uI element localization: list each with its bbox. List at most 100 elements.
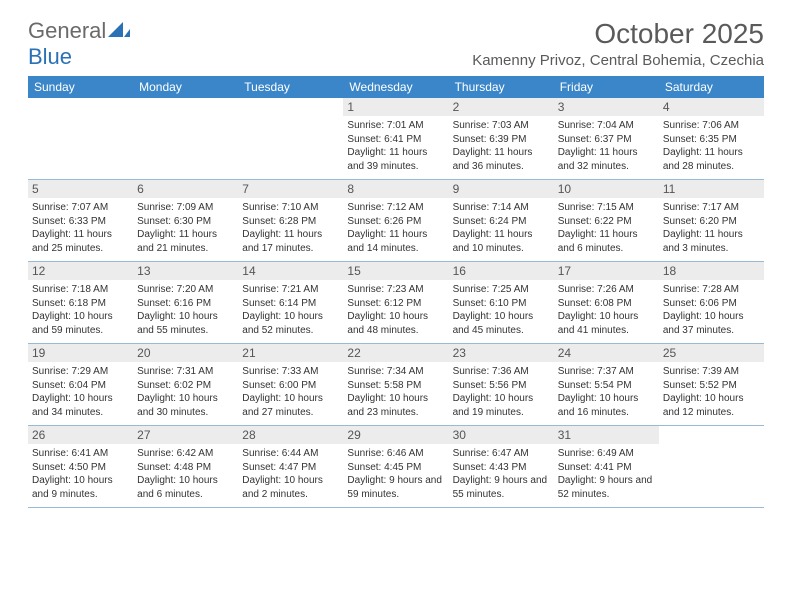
daylight-text: Daylight: 11 hours and 21 minutes.: [137, 228, 234, 255]
day-number: 18: [659, 262, 764, 280]
sunrise-text: Sunrise: 7:15 AM: [558, 201, 655, 215]
sunrise-text: Sunrise: 7:29 AM: [32, 365, 129, 379]
sunset-text: Sunset: 5:52 PM: [663, 379, 760, 393]
day-info: Sunrise: 7:07 AMSunset: 6:33 PMDaylight:…: [32, 201, 129, 255]
sunset-text: Sunset: 6:28 PM: [242, 215, 339, 229]
day-number: 2: [449, 98, 554, 116]
day-cell: .: [659, 426, 764, 507]
day-number: 31: [554, 426, 659, 444]
day-number: 23: [449, 344, 554, 362]
day-cell: 26Sunrise: 6:41 AMSunset: 4:50 PMDayligh…: [28, 426, 133, 507]
sunrise-text: Sunrise: 7:09 AM: [137, 201, 234, 215]
sunset-text: Sunset: 5:56 PM: [453, 379, 550, 393]
daylight-text: Daylight: 10 hours and 27 minutes.: [242, 392, 339, 419]
day-cell: 15Sunrise: 7:23 AMSunset: 6:12 PMDayligh…: [343, 262, 448, 343]
daylight-text: Daylight: 10 hours and 12 minutes.: [663, 392, 760, 419]
sunrise-text: Sunrise: 7:37 AM: [558, 365, 655, 379]
day-info: Sunrise: 7:14 AMSunset: 6:24 PMDaylight:…: [453, 201, 550, 255]
week-row: 12Sunrise: 7:18 AMSunset: 6:18 PMDayligh…: [28, 262, 764, 344]
sunrise-text: Sunrise: 7:03 AM: [453, 119, 550, 133]
day-number: 29: [343, 426, 448, 444]
daylight-text: Daylight: 10 hours and 34 minutes.: [32, 392, 129, 419]
sunset-text: Sunset: 4:50 PM: [32, 461, 129, 475]
day-cell: 11Sunrise: 7:17 AMSunset: 6:20 PMDayligh…: [659, 180, 764, 261]
daylight-text: Daylight: 10 hours and 16 minutes.: [558, 392, 655, 419]
day-cell: 17Sunrise: 7:26 AMSunset: 6:08 PMDayligh…: [554, 262, 659, 343]
day-info: Sunrise: 7:23 AMSunset: 6:12 PMDaylight:…: [347, 283, 444, 337]
daylight-text: Daylight: 11 hours and 17 minutes.: [242, 228, 339, 255]
sunrise-text: Sunrise: 7:26 AM: [558, 283, 655, 297]
day-number: 10: [554, 180, 659, 198]
sunset-text: Sunset: 6:18 PM: [32, 297, 129, 311]
day-number: 28: [238, 426, 343, 444]
day-cell: 5Sunrise: 7:07 AMSunset: 6:33 PMDaylight…: [28, 180, 133, 261]
day-number: 24: [554, 344, 659, 362]
day-number: 13: [133, 262, 238, 280]
daylight-text: Daylight: 11 hours and 25 minutes.: [32, 228, 129, 255]
day-cell: 7Sunrise: 7:10 AMSunset: 6:28 PMDaylight…: [238, 180, 343, 261]
daylight-text: Daylight: 10 hours and 55 minutes.: [137, 310, 234, 337]
day-cell: 4Sunrise: 7:06 AMSunset: 6:35 PMDaylight…: [659, 98, 764, 179]
brand-logo: General Blue: [28, 18, 130, 70]
day-cell: 6 Sunrise: 7:09 AMSunset: 6:30 PMDaylight…: [133, 180, 238, 261]
day-info: Sunrise: 7:17 AMSunset: 6:20 PMDaylight:…: [663, 201, 760, 255]
daylight-text: Daylight: 11 hours and 10 minutes.: [453, 228, 550, 255]
day-number: 25: [659, 344, 764, 362]
sunset-text: Sunset: 6:00 PM: [242, 379, 339, 393]
day-info: Sunrise: 6:46 AMSunset: 4:45 PMDaylight:…: [347, 447, 444, 501]
day-number: 22: [343, 344, 448, 362]
day-info: Sunrise: 7:26 AMSunset: 6:08 PMDaylight:…: [558, 283, 655, 337]
sunrise-text: Sunrise: 7:25 AM: [453, 283, 550, 297]
day-cell: 13Sunrise: 7:20 AMSunset: 6:16 PMDayligh…: [133, 262, 238, 343]
weekday-header: Friday: [554, 76, 659, 98]
day-number: 16: [449, 262, 554, 280]
day-info: Sunrise: 7:28 AMSunset: 6:06 PMDaylight:…: [663, 283, 760, 337]
daylight-text: Daylight: 10 hours and 41 minutes.: [558, 310, 655, 337]
sunset-text: Sunset: 4:43 PM: [453, 461, 550, 475]
week-row: 19Sunrise: 7:29 AMSunset: 6:04 PMDayligh…: [28, 344, 764, 426]
sunset-text: Sunset: 6:37 PM: [558, 133, 655, 147]
day-info: Sunrise: 7:06 AMSunset: 6:35 PMDaylight:…: [663, 119, 760, 173]
sunset-text: Sunset: 6:39 PM: [453, 133, 550, 147]
weekday-header: Tuesday: [238, 76, 343, 98]
sunrise-text: Sunrise: 7:12 AM: [347, 201, 444, 215]
sunrise-text: Sunrise: 7:04 AM: [558, 119, 655, 133]
daylight-text: Daylight: 10 hours and 2 minutes.: [242, 474, 339, 501]
day-info: Sunrise: 7:21 AMSunset: 6:14 PMDaylight:…: [242, 283, 339, 337]
sunset-text: Sunset: 6:22 PM: [558, 215, 655, 229]
sunrise-text: Sunrise: 7:14 AM: [453, 201, 550, 215]
daylight-text: Daylight: 11 hours and 3 minutes.: [663, 228, 760, 255]
day-number: 8: [343, 180, 448, 198]
day-info: Sunrise: 7:33 AMSunset: 6:00 PMDaylight:…: [242, 365, 339, 419]
sunset-text: Sunset: 6:30 PM: [137, 215, 234, 229]
day-cell: 21 Sunrise: 7:33 AMSunset: 6:00 PMDayligh…: [238, 344, 343, 425]
daylight-text: Daylight: 11 hours and 6 minutes.: [558, 228, 655, 255]
day-number: 7: [238, 180, 343, 198]
sunrise-text: Sunrise: 6:42 AM: [137, 447, 234, 461]
day-info: Sunrise: 7:18 AMSunset: 6:18 PMDaylight:…: [32, 283, 129, 337]
day-cell: 23Sunrise: 7:36 AMSunset: 5:56 PMDayligh…: [449, 344, 554, 425]
logo-text-blue: Blue: [28, 44, 72, 69]
daylight-text: Daylight: 10 hours and 52 minutes.: [242, 310, 339, 337]
day-number: 14: [238, 262, 343, 280]
day-number: 21: [238, 344, 343, 362]
daylight-text: Daylight: 10 hours and 6 minutes.: [137, 474, 234, 501]
weekday-header: Saturday: [659, 76, 764, 98]
sunset-text: Sunset: 4:47 PM: [242, 461, 339, 475]
day-cell: 25Sunrise: 7:39 AMSunset: 5:52 PMDayligh…: [659, 344, 764, 425]
day-number: 6: [133, 180, 238, 198]
sunrise-text: Sunrise: 7:20 AM: [137, 283, 234, 297]
sunset-text: Sunset: 4:41 PM: [558, 461, 655, 475]
daylight-text: Daylight: 11 hours and 39 minutes.: [347, 146, 444, 173]
sunset-text: Sunset: 4:45 PM: [347, 461, 444, 475]
sunset-text: Sunset: 5:58 PM: [347, 379, 444, 393]
day-cell: 18 Sunrise: 7:28 AMSunset: 6:06 PMDayligh…: [659, 262, 764, 343]
weekday-header: Thursday: [449, 76, 554, 98]
daylight-text: Daylight: 11 hours and 36 minutes.: [453, 146, 550, 173]
day-cell: 1Sunrise: 7:01 AMSunset: 6:41 PMDaylight…: [343, 98, 448, 179]
day-cell: 12Sunrise: 7:18 AMSunset: 6:18 PMDayligh…: [28, 262, 133, 343]
location-text: Kamenny Privoz, Central Bohemia, Czechia: [472, 52, 764, 69]
day-number: 19: [28, 344, 133, 362]
month-title: October 2025: [472, 18, 764, 50]
sunset-text: Sunset: 6:20 PM: [663, 215, 760, 229]
